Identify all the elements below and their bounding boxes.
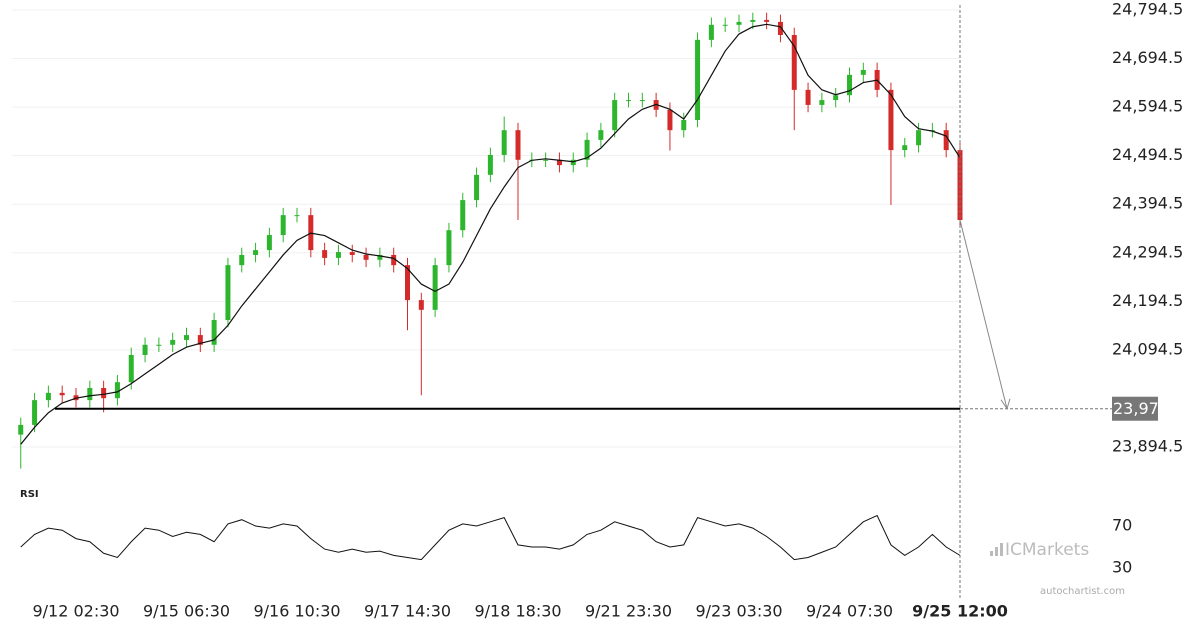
candle-body xyxy=(446,230,452,266)
y-tick-label: 70 xyxy=(1112,516,1132,535)
candle-body xyxy=(294,215,300,217)
source: autochartist.com xyxy=(1040,586,1125,597)
x-tick-label: 9/25 12:00 xyxy=(912,602,1008,621)
candle-body xyxy=(335,252,341,258)
candle-body xyxy=(32,400,38,425)
candle-body xyxy=(45,392,51,401)
candle-body xyxy=(543,159,549,161)
x-tick-label: 9/12 02:30 xyxy=(32,602,119,621)
candle-body xyxy=(570,159,576,166)
candle-body xyxy=(322,250,328,258)
candle-body xyxy=(556,159,562,166)
candle-body xyxy=(584,139,590,160)
candle-body xyxy=(18,424,24,435)
candle-body xyxy=(515,130,521,160)
candle-body xyxy=(266,235,272,251)
candle-body xyxy=(418,300,424,310)
candle-body xyxy=(391,254,397,266)
candle-body xyxy=(170,339,176,345)
candle-body xyxy=(916,130,922,146)
y-tick-label: 23,894.5 xyxy=(1112,436,1183,455)
candle-body xyxy=(432,265,438,310)
candle-body xyxy=(197,335,203,345)
candle-body xyxy=(487,154,493,175)
y-tick-label: 24,294.5 xyxy=(1112,242,1183,261)
y-tick-label: 24,194.5 xyxy=(1112,291,1183,310)
candle-body xyxy=(626,100,631,102)
candle-body xyxy=(460,200,466,231)
candle-body xyxy=(777,21,783,36)
candle-body xyxy=(59,392,65,396)
candle-body xyxy=(225,265,231,321)
brand-logo xyxy=(990,543,1003,556)
candle-body xyxy=(128,354,134,383)
x-tick-label: 9/17 14:30 xyxy=(364,602,451,621)
candle-body xyxy=(156,344,162,346)
y-tick-label: 24,794.5 xyxy=(1112,0,1183,19)
candle-body xyxy=(612,100,618,131)
candle-body xyxy=(819,100,825,105)
candle-body xyxy=(405,265,410,301)
x-tick-label: 9/16 10:30 xyxy=(253,602,340,621)
x-tick-label: 9/18 18:30 xyxy=(474,602,561,621)
candle-body xyxy=(87,387,93,401)
y-tick-label: 24,594.5 xyxy=(1112,97,1183,116)
candle-body xyxy=(211,320,217,345)
moving-average xyxy=(20,23,961,445)
candle-body xyxy=(639,100,645,102)
candle-body xyxy=(708,24,714,40)
candle-body xyxy=(791,35,797,90)
candle-body xyxy=(101,387,107,399)
level-label: 23,973.3 xyxy=(1113,399,1184,418)
x-tick-label: 9/21 23:30 xyxy=(585,602,672,621)
candle-body xyxy=(681,119,687,131)
forecast-arrowhead xyxy=(1000,398,1011,410)
x-tick-label: 9/23 03:30 xyxy=(695,602,782,621)
candle-body xyxy=(764,19,770,22)
candle-body xyxy=(377,254,383,260)
candle-body xyxy=(184,335,189,340)
candle-body xyxy=(722,24,728,26)
candle-body xyxy=(750,19,756,22)
candle-body xyxy=(253,250,259,255)
candle-body xyxy=(833,95,839,101)
candle-body xyxy=(474,174,480,201)
candle-body xyxy=(114,382,120,399)
candle-body xyxy=(888,89,894,151)
candle-body xyxy=(501,130,507,155)
y-tick-label: 24,394.5 xyxy=(1112,194,1183,213)
level-label-box xyxy=(1112,396,1158,421)
rsi-title: RSI xyxy=(20,489,39,500)
candle-body xyxy=(902,145,908,151)
brand: ICMarkets xyxy=(1005,540,1089,560)
candle-body xyxy=(363,254,369,260)
y-tick-label: 24,694.5 xyxy=(1112,48,1183,67)
forecast-arrow xyxy=(959,219,1008,409)
candle-body xyxy=(736,21,742,25)
candle-body xyxy=(695,39,701,120)
candle-body xyxy=(943,130,949,151)
candle-body xyxy=(667,109,673,131)
candle-body xyxy=(598,130,604,140)
candle-body xyxy=(349,252,355,255)
x-tick-label: 9/24 07:30 xyxy=(806,602,893,621)
candle-body xyxy=(847,74,852,96)
candle-body xyxy=(280,215,286,236)
y-tick-label: 30 xyxy=(1112,557,1132,576)
x-tick-label: 9/15 06:30 xyxy=(143,602,230,621)
candle-body xyxy=(239,254,245,266)
rsi-line xyxy=(20,514,961,561)
candle-body xyxy=(142,344,148,355)
candle-body xyxy=(860,69,866,75)
candle-body xyxy=(805,89,811,105)
y-tick-label: 24,494.5 xyxy=(1112,145,1183,164)
y-tick-label: 24,094.5 xyxy=(1112,339,1183,358)
